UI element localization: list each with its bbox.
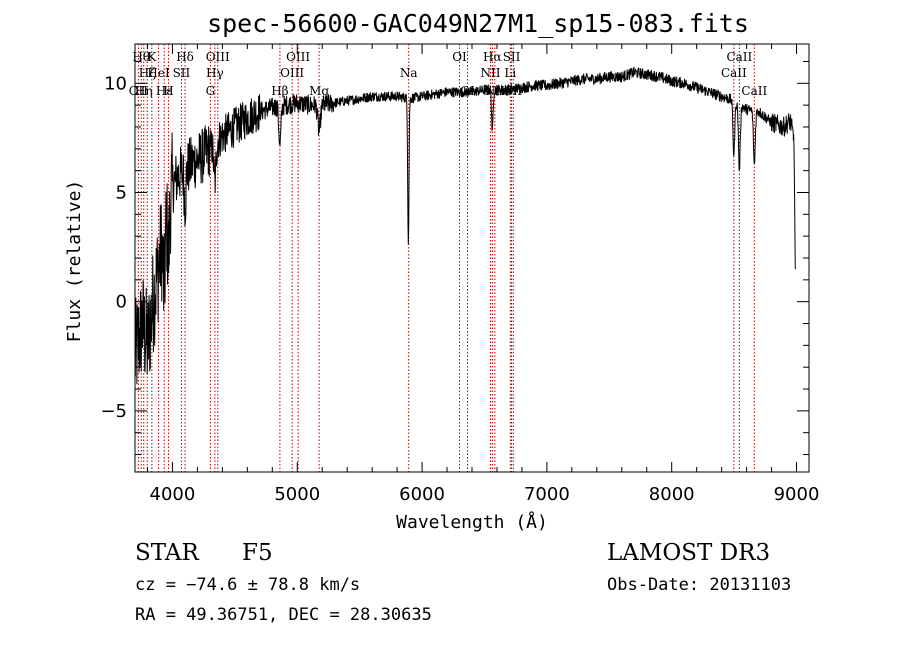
line-label: CaII [726,50,752,64]
line-label: Hα [483,50,502,64]
redshift-readout: cz = −74.6 ± 78.8 km/s [135,575,360,595]
spectrum-line [134,66,796,385]
line-label: OII [129,84,149,98]
line-label: NII [480,66,500,80]
line-label: OIII [280,66,304,80]
y-tick-label: −5 [100,401,127,422]
object-class: STAR [135,540,199,566]
line-label: Li [504,66,516,80]
spectrum-series [134,66,796,385]
chart-title: spec-56600-GAC049N27M1_sp15-083.fits [207,9,749,38]
line-label: G [206,84,216,98]
line-label: OI [452,50,467,64]
object-subclass: F5 [242,540,273,566]
x-axis-label: Wavelength (Å) [396,511,548,533]
line-label: Hγ [206,66,224,80]
observation-date: Obs-Date: 20131103 [607,575,791,595]
line-label: OIII [206,50,230,64]
y-tick-label: 5 [116,182,127,203]
x-tick-label: 6000 [399,484,445,505]
line-label: OIII [286,50,310,64]
y-tick-label: 0 [116,292,127,313]
x-tick-label: 8000 [649,484,695,505]
line-label: Hε [156,84,173,98]
y-tick-label: 10 [104,73,127,94]
x-tick-label: 7000 [524,484,570,505]
y-axis-label: Flux (relative) [64,180,85,343]
x-tick-label: 4000 [150,484,196,505]
line-label: Hθ [132,50,150,64]
x-tick-label: 9000 [774,484,820,505]
line-label: Hζ [139,66,156,80]
line-label: CaII [721,66,747,80]
axis-ticks [135,44,809,472]
line-label: Mg [309,84,329,98]
line-label: CaII [741,84,767,98]
line-label: SII [503,50,521,64]
spectral-line-labels: OIIHθHηHζKHeIHεHSIIHδGHγOIIIHβOIIIOIIIMg… [129,50,768,98]
line-label: HeI [147,66,170,80]
line-label: SII [173,66,191,80]
line-label: Hβ [271,84,288,98]
spectral-line-markers [137,44,755,472]
coordinates-readout: RA = 49.36751, DEC = 28.30635 [135,605,432,625]
line-label: Na [400,66,418,80]
line-label: K [147,50,157,64]
x-tick-label: 5000 [274,484,320,505]
line-label: Hδ [176,50,194,64]
line-label: H [163,84,173,98]
survey-name: LAMOST DR3 [607,540,770,566]
line-label: Hη [135,84,153,98]
axis-tick-labels: 4000 5000 6000 7000 8000 9000 −5 0 5 10 [100,73,819,505]
